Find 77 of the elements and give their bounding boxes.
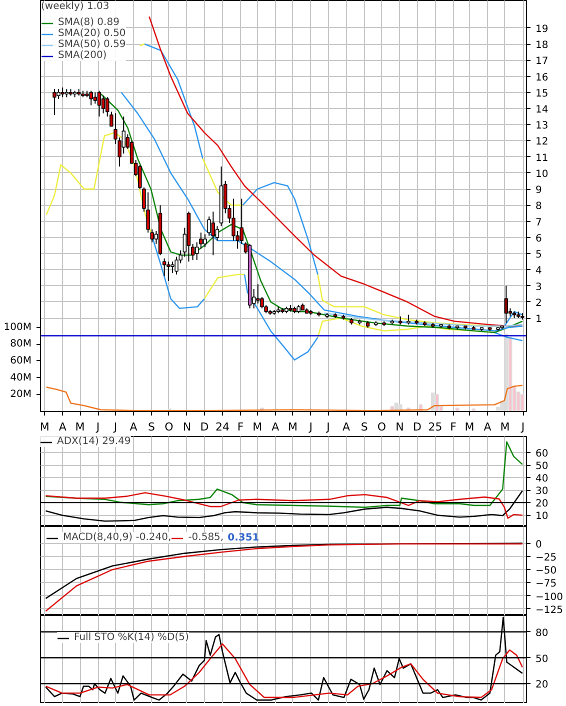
y-tick-label: 14 xyxy=(536,104,548,116)
x-tick-label: J xyxy=(112,420,118,434)
x-tick-label: M xyxy=(288,420,298,434)
x-tick-label: D xyxy=(200,420,209,434)
legend-label: ADX(14) 29.49 xyxy=(57,436,131,447)
y2-tick-label: 60M xyxy=(10,355,32,366)
y2-tick-label: 20M xyxy=(10,389,32,400)
y-tick-label: 5 xyxy=(536,250,542,261)
y2-tick-label: 40M xyxy=(10,372,32,384)
x-tick-label: S xyxy=(148,420,156,434)
y-tick-label: 2 xyxy=(536,298,542,309)
legend-label: SMA(8) 0.89 xyxy=(58,17,120,28)
y-tick-label: −25 xyxy=(536,552,557,564)
y-tick-label: 7 xyxy=(536,217,542,228)
y-tick-label: 3 xyxy=(536,282,542,293)
y-tick-label: 19 xyxy=(536,24,548,35)
x-tick-label: 25 xyxy=(428,420,442,434)
y-tick-label: 18 xyxy=(536,40,548,52)
y2-tick-label: 100M xyxy=(4,322,32,333)
x-tick-label: O xyxy=(164,420,174,434)
x-tick-label: D xyxy=(412,420,422,434)
y-tick-label: 0 xyxy=(536,539,542,550)
x-tick-label: F xyxy=(450,420,456,434)
x-tick-label: N xyxy=(182,420,192,434)
x-tick-label: J xyxy=(308,420,312,434)
x-tick-label: A xyxy=(342,420,351,434)
y-tick-label: 11 xyxy=(536,152,548,164)
y-tick-label: 16 xyxy=(536,72,548,84)
x-tick-label: A xyxy=(272,420,280,434)
y-tick-label: 30 xyxy=(536,486,548,498)
y-tick-label: 15 xyxy=(536,88,548,100)
y-tick-label: 60 xyxy=(536,448,548,460)
y-tick-label: 9 xyxy=(536,185,542,196)
y-tick-label: 4 xyxy=(536,266,542,277)
annotation: 0.351 xyxy=(228,532,260,544)
x-tick-label: S xyxy=(360,420,368,434)
y-tick-label: −75 xyxy=(536,578,557,590)
x-tick-label: M xyxy=(464,420,474,434)
x-tick-label: A xyxy=(58,420,67,434)
y-tick-label: 50 xyxy=(536,461,548,472)
legend-label: MACD(8,40,9) -0.240, xyxy=(63,532,172,543)
y-tick-label: 8 xyxy=(536,201,542,212)
x-tick-label: M xyxy=(500,420,510,434)
x-tick-label: A xyxy=(130,420,138,434)
legend-label: Full STO %K(14) %D(5) xyxy=(74,632,189,643)
y-tick-label: 6 xyxy=(536,233,542,244)
y-tick-label: 17 xyxy=(536,56,548,68)
y-tick-label: 80 xyxy=(536,628,548,639)
x-tick-label: O xyxy=(377,420,386,434)
x-tick-label: M xyxy=(252,420,262,434)
y-tick-label: 12 xyxy=(536,136,548,148)
y-tick-label: −125 xyxy=(536,604,563,616)
legend-label: SMA(200) xyxy=(58,50,107,61)
x-tick-label: J xyxy=(520,420,525,434)
y2-tick-label: 80M xyxy=(10,338,32,350)
legend-title: (weekly) 1.03 xyxy=(41,1,110,12)
y-tick-label: −50 xyxy=(536,566,557,577)
legend-label: SMA(50) 0.59 xyxy=(58,39,126,50)
x-tick-label: N xyxy=(396,420,404,434)
y-tick-label: 10 xyxy=(536,168,548,180)
y-tick-label: 20 xyxy=(536,498,548,510)
x-tick-label: M xyxy=(75,420,85,434)
x-tick-label: J xyxy=(326,420,330,434)
y-tick-label: 50 xyxy=(536,654,548,665)
y-tick-label: 1 xyxy=(536,314,542,326)
x-tick-label: F xyxy=(237,420,244,434)
x-tick-label: J xyxy=(95,420,100,434)
y-tick-label: 40 xyxy=(536,474,548,485)
y-tick-label: 10 xyxy=(536,511,548,522)
x-tick-label: A xyxy=(484,420,492,434)
y-tick-label: 13 xyxy=(536,120,548,132)
y-tick-label: −100 xyxy=(536,592,563,603)
legend-label: SMA(20) 0.50 xyxy=(58,28,126,39)
y-tick-label: 20 xyxy=(536,680,548,691)
legend-label: -0.585, xyxy=(188,532,224,543)
x-tick-label: M xyxy=(40,420,50,434)
x-tick-label: 24 xyxy=(215,420,230,434)
